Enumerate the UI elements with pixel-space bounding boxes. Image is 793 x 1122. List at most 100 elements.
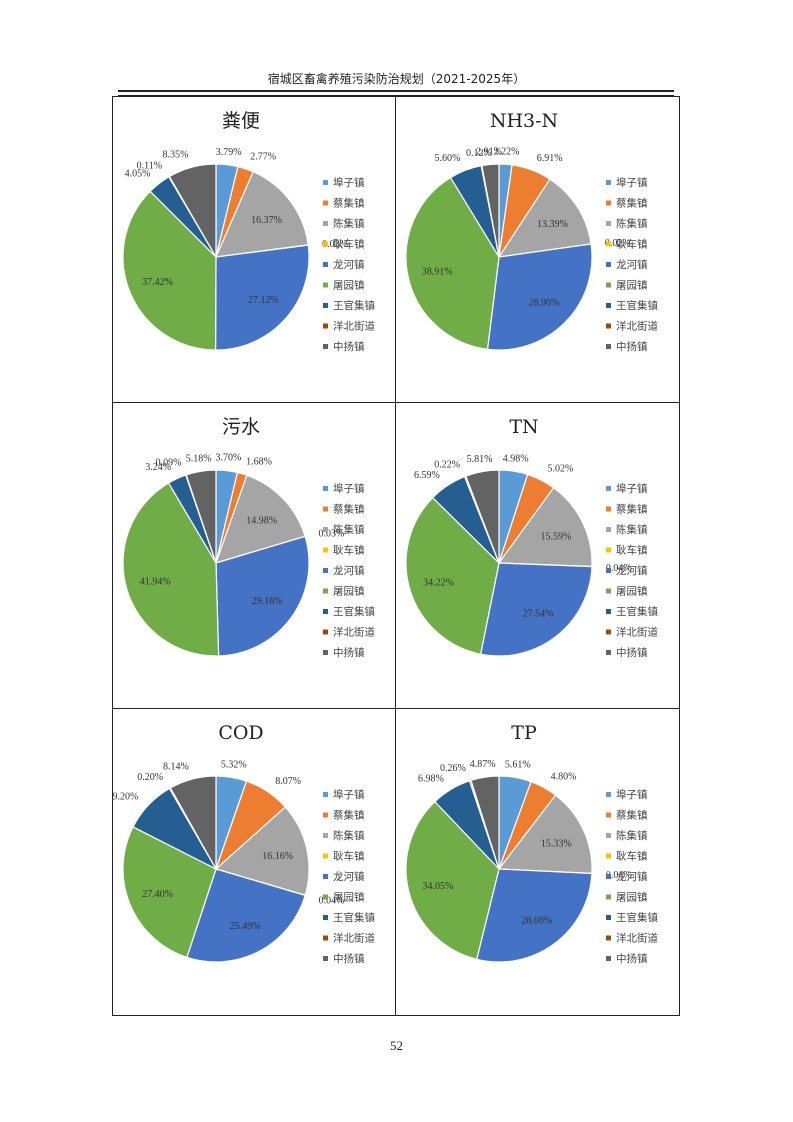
legend-swatch [606,915,611,920]
legend-swatch [606,282,611,288]
legend-label: 龙河镇 [333,870,365,883]
chart-panel-4: TN 4.98% 5.02% 15.59% 0.04% 27.54% 34.22% 6.59%… [396,403,679,709]
legend-swatch [323,262,328,267]
legend-label: 屠园镇 [333,585,365,598]
chart-panel-2: NH3-N 2.22% 6.91% 13.39% 0.02% 28.90% 38.91% 5.… [396,97,679,403]
data-label: 14.98% [246,515,277,526]
legend-swatch [323,792,328,797]
data-label: 0.22% [434,459,460,470]
pie-slice-green [405,800,500,961]
data-label: 0.04% [606,870,632,881]
page-number: 52 [390,1038,403,1053]
chart-panel-3: 污水 3.70% 1.68% 14.98% 0.03% 29.16% 41.94% 3.24%… [113,403,396,709]
legend-swatch [323,200,328,206]
pie-slice-darkgray [481,163,500,258]
legend-swatch [323,609,328,614]
legend-label: 王官集镇 [616,605,658,618]
legend-label: 屠园镇 [616,279,648,292]
legend-label: 中扬镇 [616,340,648,353]
legend-label: 王官集镇 [333,605,375,618]
pie-chart-svg: TN 4.98% 5.02% 15.59% 0.04% 27.54% 34.22% 6.59%… [405,416,658,659]
chart-grid: 粪便 3.79% 2.77% 16.37% 0.03% 27.12% 37.42% 4.05%… [112,96,680,1016]
legend-swatch [606,894,611,900]
data-label: 16.37% [251,215,282,226]
legend-label: 龙河镇 [616,564,648,577]
legend-label: 中扬镇 [333,952,365,965]
legend-label: 洋北街道 [333,932,375,945]
legend-swatch [323,874,328,879]
data-label: 0.09% [156,458,182,469]
chart-title: 污水 [222,416,260,438]
legend-swatch [323,568,328,573]
legend-label: 埠子镇 [616,176,648,189]
legend-label: 屠园镇 [333,279,365,292]
data-label: 28.90% [529,297,560,308]
legend-label: 中扬镇 [333,646,365,659]
data-label: 0.03% [319,528,345,539]
data-label: 5.81% [467,454,493,465]
data-label: 27.12% [248,295,279,306]
legend-label: 陈集镇 [616,523,648,536]
legend-swatch [323,894,328,900]
legend-label: 蔡集镇 [616,503,648,516]
legend-swatch [606,935,611,941]
legend-label: 蔡集镇 [616,197,648,210]
data-label: 0.20% [137,772,163,783]
legend-label: 陈集镇 [616,829,648,842]
legend-swatch [606,833,611,838]
pie-slice-gray [215,474,306,564]
legend-swatch [606,527,611,532]
legend-swatch [323,282,328,288]
data-label: 9.20% [113,791,138,802]
data-label: 27.40% [142,889,173,900]
pie-chart-svg: TP 5.61% 4.80% 15.33% 0.04% 28.08% 34.05% 6.98%… [405,722,658,965]
data-label: 6.91% [537,153,563,164]
legend-label: 耿车镇 [333,850,365,863]
legend-swatch [606,221,611,226]
data-label: 29.16% [252,596,283,607]
pie-slice-gray [215,170,309,258]
pie-slice-royal [479,562,593,657]
legend-swatch [606,241,611,247]
data-label: 8.14% [163,762,189,773]
pie-slice-green [122,190,217,351]
legend-swatch [606,650,611,655]
data-label: 15.33% [541,838,572,849]
legend-label: 陈集镇 [616,217,648,230]
legend-label: 洋北街道 [333,626,375,639]
pie-slice-royal [214,244,310,351]
data-label: 2.77% [250,152,276,163]
data-label: 27.54% [523,609,554,620]
legend-swatch [323,650,328,655]
pie-slice-darkgray [168,163,217,260]
legend-swatch [606,792,611,797]
chart-panel-6: TP 5.61% 4.80% 15.33% 0.04% 28.08% 34.05% 6.98%… [396,709,679,1015]
legend-swatch [606,180,611,185]
legend-swatch [606,506,611,512]
pie-slice-royal [486,243,593,351]
legend-label: 耿车镇 [616,850,648,863]
legend-label: 中扬镇 [616,646,648,659]
legend-label: 蔡集镇 [333,197,365,210]
legend-label: 埠子镇 [616,482,648,495]
pie-slice-darkgray [169,775,217,872]
legend-label: 埠子镇 [333,482,365,495]
chart-title: TN [509,416,538,438]
legend-swatch [606,547,611,553]
legend-label: 陈集镇 [333,217,365,230]
data-label: 2.91% [476,147,502,158]
legend-label: 耿车镇 [616,238,648,251]
legend-label: 龙河镇 [333,564,365,577]
legend-swatch [606,200,611,206]
legend-swatch [323,180,328,185]
data-label: 13.39% [537,219,568,230]
legend-label: 王官集镇 [333,911,375,924]
legend-swatch [323,527,328,532]
legend-label: 埠子镇 [616,788,648,801]
pie-slice-gray [497,794,593,874]
legend-label: 耿车镇 [333,544,365,557]
data-label: 4.05% [125,168,151,179]
legend-swatch [606,323,611,329]
legend-swatch [323,853,328,859]
data-label: 28.08% [521,916,552,927]
